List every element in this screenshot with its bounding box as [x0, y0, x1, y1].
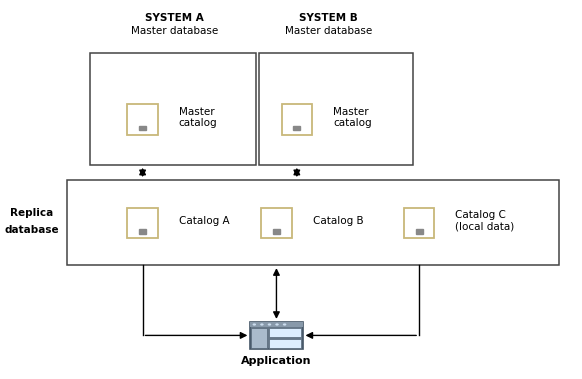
- Text: SYSTEM B: SYSTEM B: [300, 13, 358, 23]
- FancyBboxPatch shape: [404, 208, 434, 238]
- Bar: [269, 339, 301, 348]
- Text: database: database: [5, 226, 59, 235]
- Bar: [139, 125, 146, 130]
- Text: Catalog B: Catalog B: [313, 216, 363, 226]
- Text: Catalog C
(local data): Catalog C (local data): [455, 210, 514, 232]
- Bar: [293, 125, 300, 130]
- Text: Master database: Master database: [285, 26, 372, 36]
- Bar: [250, 322, 303, 327]
- Bar: [67, 180, 559, 265]
- Circle shape: [275, 323, 279, 326]
- Bar: [269, 328, 301, 337]
- Bar: [416, 229, 423, 233]
- Bar: [250, 322, 303, 349]
- Bar: [251, 328, 268, 348]
- FancyBboxPatch shape: [127, 208, 158, 238]
- Bar: [273, 229, 280, 233]
- Text: Replica: Replica: [10, 208, 54, 218]
- FancyBboxPatch shape: [127, 104, 158, 135]
- FancyBboxPatch shape: [282, 104, 312, 135]
- Text: SYSTEM A: SYSTEM A: [146, 13, 204, 23]
- Bar: [259, 53, 413, 165]
- Text: Master database: Master database: [131, 26, 218, 36]
- Text: Master
catalog: Master catalog: [179, 107, 217, 128]
- Text: Master
catalog: Master catalog: [333, 107, 371, 128]
- FancyBboxPatch shape: [261, 208, 292, 238]
- Text: Application: Application: [241, 356, 312, 366]
- Bar: [90, 53, 256, 165]
- Circle shape: [268, 323, 271, 326]
- Bar: [139, 229, 146, 233]
- Circle shape: [260, 323, 264, 326]
- Circle shape: [253, 323, 256, 326]
- Text: Catalog A: Catalog A: [179, 216, 229, 226]
- Circle shape: [283, 323, 286, 326]
